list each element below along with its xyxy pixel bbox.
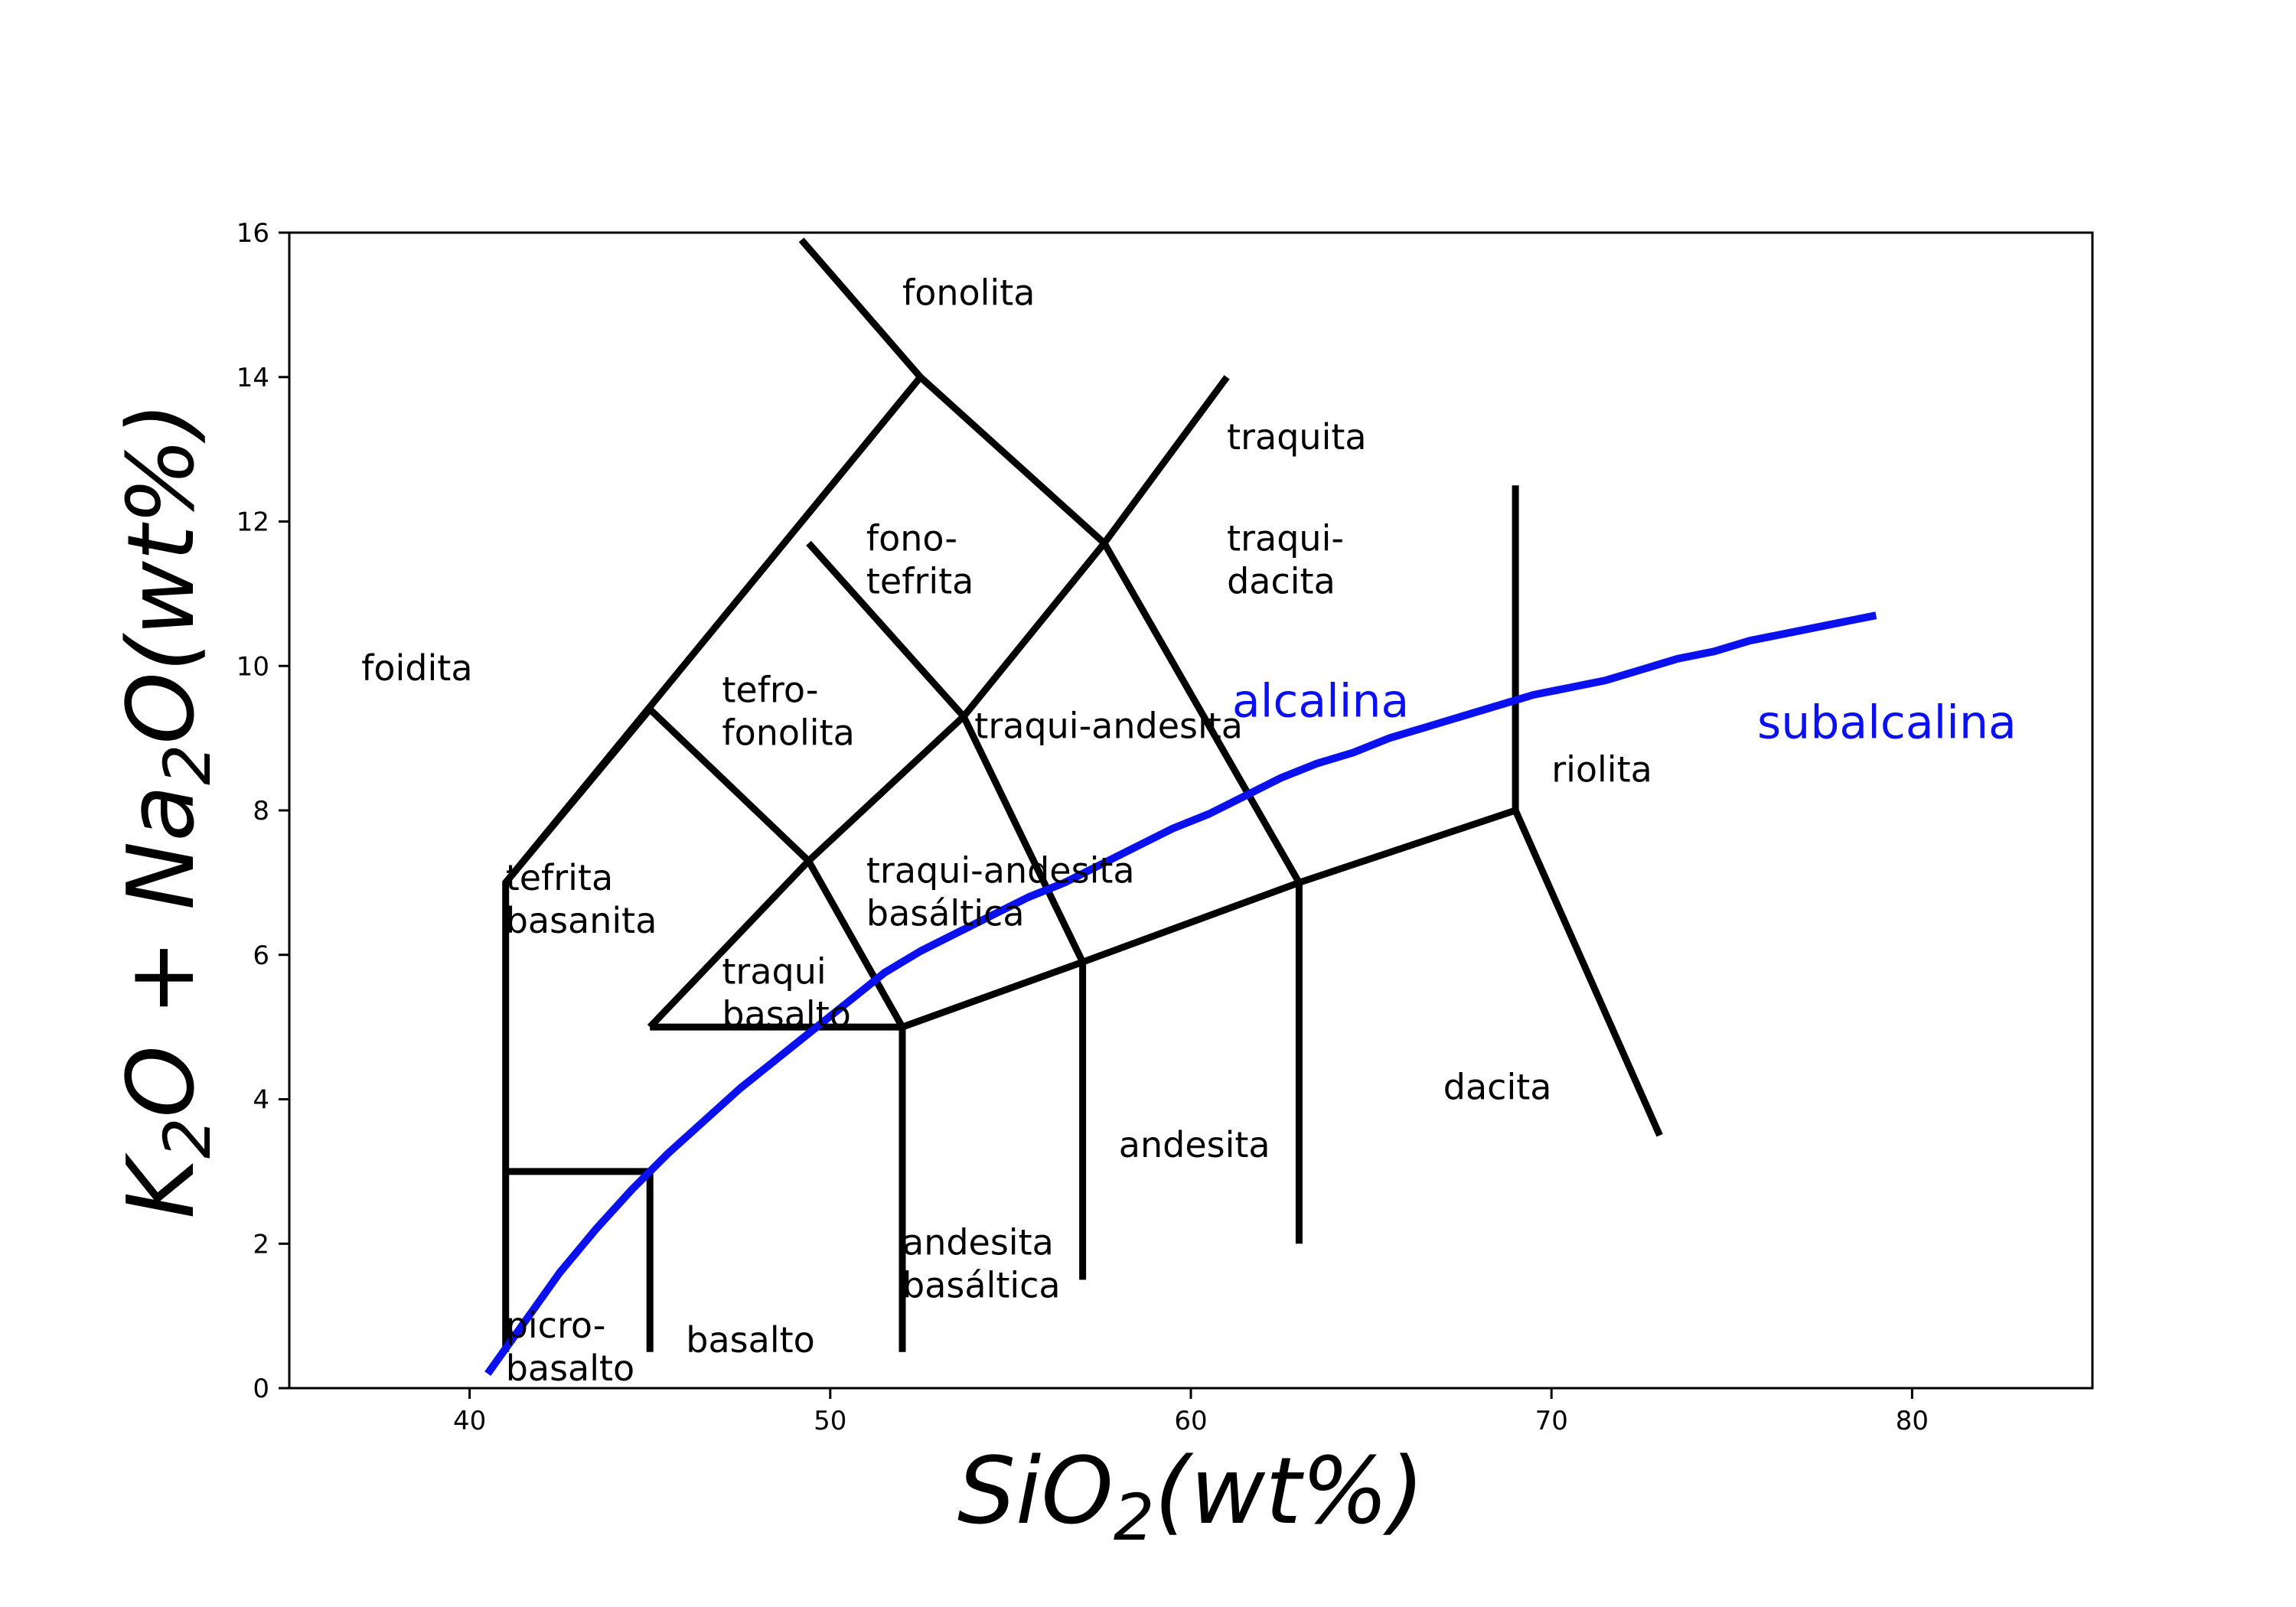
region-label-3: fono-tefrita (866, 517, 974, 601)
region-label-13: andesita (1119, 1124, 1270, 1165)
boundary-line-4 (650, 485, 1519, 1031)
x-axis-title: SiO2(wt%) (957, 1439, 1424, 1555)
region-label-9: tefrita basanita (506, 857, 657, 941)
boundary-line-8 (1512, 809, 1663, 1137)
x-tick-label: 60 (1174, 1406, 1207, 1436)
y-tick-label: 4 (253, 1085, 269, 1116)
x-tick-label: 70 (1535, 1406, 1568, 1436)
boundary-lines (502, 237, 1663, 1352)
plot-frame (288, 231, 2094, 1390)
region-label-8: riolita (1551, 748, 1652, 790)
region-label-4: traqui-dacita (1227, 517, 1344, 601)
series-line-1 (484, 611, 1877, 1377)
region-label-12: dacita (1443, 1067, 1552, 1108)
boundary-line-10 (806, 540, 1086, 964)
region-label-14: andesita basáltica (902, 1221, 1061, 1305)
boundary-line-9 (503, 704, 905, 1029)
region-label-5: foidita (361, 647, 472, 689)
y-tick-label: 12 (236, 507, 269, 538)
x-tick-label: 80 (1896, 1406, 1929, 1436)
series-label-2: subalcalina (1757, 696, 2017, 750)
y-tick-label: 0 (253, 1374, 269, 1404)
y-tick-label: 16 (236, 218, 269, 249)
y-tick-label: 8 (253, 796, 269, 826)
region-label-10: traqui-andesita basáltica (866, 849, 1135, 934)
region-label-16: picro-basalto (506, 1305, 635, 1389)
series-label-1: alcalina (1232, 674, 1409, 728)
series-labels: alcalina subalcalina (1232, 674, 2017, 749)
x-axis: 40 50 60 70 80 (453, 1388, 1929, 1436)
region-labels: fonolita traquita fono-tefrita traqui-dacit… (361, 272, 1652, 1389)
region-label-6: tefro-fonolita (722, 669, 854, 753)
x-tick-label: 50 (814, 1406, 846, 1436)
x-tick-label: 40 (453, 1406, 486, 1436)
y-tick-label: 2 (253, 1229, 269, 1260)
region-label-15: basalto (686, 1319, 815, 1361)
region-label-11: traqui basalto (722, 951, 851, 1035)
boundary-line-11 (798, 237, 1303, 885)
y-tick-label: 14 (236, 363, 269, 393)
region-label-7: traqui-andesita (974, 706, 1243, 747)
y-tick-label: 10 (236, 651, 269, 682)
series-lines (484, 611, 1877, 1377)
region-label-1: fonolita (902, 272, 1035, 313)
y-tick-label: 6 (253, 940, 269, 971)
y-axis-title: K2O + Na2O(wt%) (109, 402, 225, 1219)
y-axis: 0 2 4 6 8 10 12 14 16 (236, 218, 289, 1404)
region-label-2: traquita (1227, 416, 1367, 458)
